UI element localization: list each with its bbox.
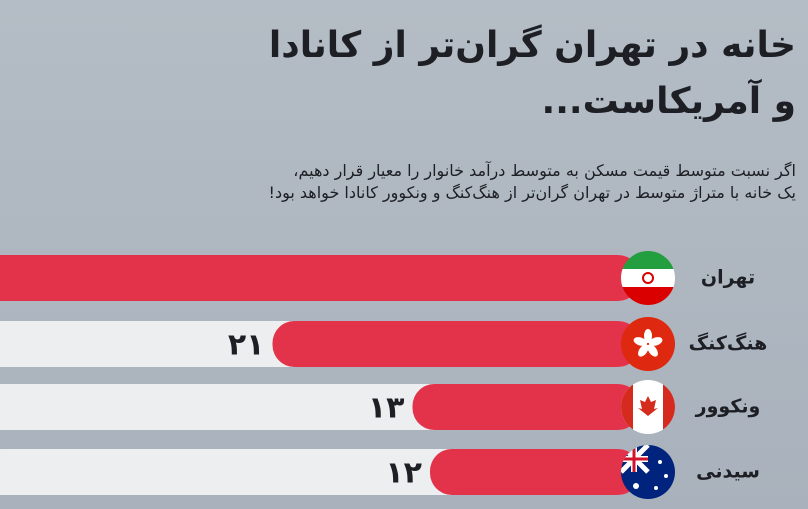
category-label: ونکوور bbox=[695, 396, 761, 418]
category-label: هنگ‌کنگ bbox=[689, 332, 768, 355]
subtitle-block: اگر نسبت متوسط قیمت مسکن به متوسط درآمد … bbox=[269, 160, 796, 204]
flag-iran bbox=[621, 251, 675, 305]
bar bbox=[0, 255, 640, 301]
bar bbox=[412, 384, 640, 430]
flags bbox=[621, 251, 675, 499]
category-label: تهران bbox=[701, 267, 755, 289]
title-block: خانه در تهران گران‌تر از کانادا و آمریکا… bbox=[269, 18, 796, 130]
title-line: خانه در تهران گران‌تر از کانادا bbox=[268, 25, 796, 66]
title-line: و آمریکاست... bbox=[541, 81, 796, 122]
flag-australia bbox=[621, 445, 675, 499]
value-label: ۱۳ bbox=[368, 391, 405, 426]
subtitle-line: اگر نسبت متوسط قیمت مسکن به متوسط درآمد … bbox=[293, 161, 796, 180]
bar bbox=[272, 321, 640, 367]
bar bbox=[430, 449, 640, 495]
flag-hong-kong bbox=[621, 317, 675, 371]
subtitle-line: یک خانه با متراژ متوسط در تهران گران‌تر … bbox=[268, 183, 796, 202]
value-label: ۲۱ bbox=[228, 328, 265, 363]
flag-canada bbox=[621, 380, 675, 434]
value-label: ۱۲ bbox=[385, 456, 422, 491]
category-label: سیدنی bbox=[696, 461, 760, 483]
